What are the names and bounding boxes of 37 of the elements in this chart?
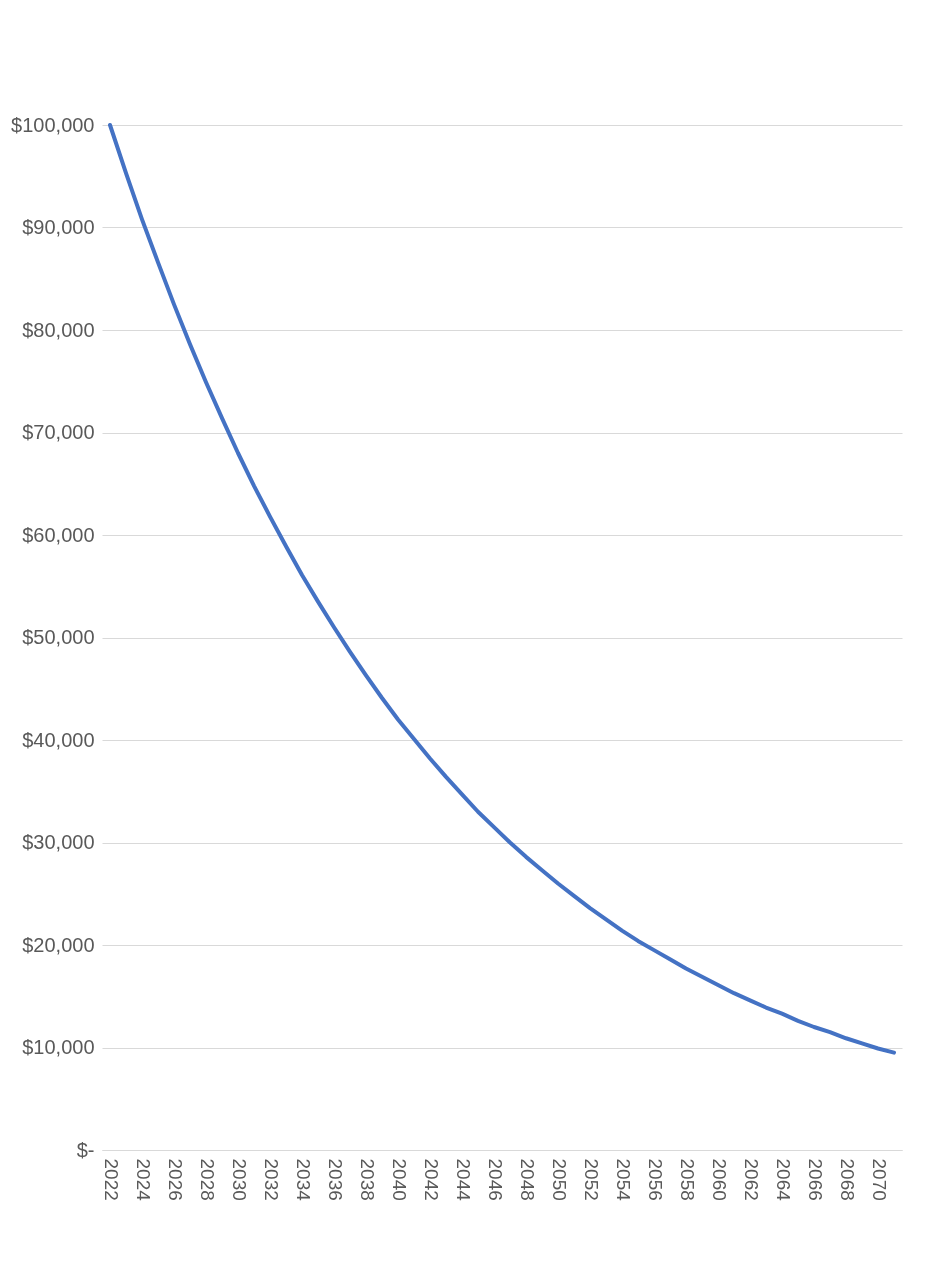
- x-tick-label: 2036: [324, 1158, 346, 1201]
- y-tick-label: $-: [76, 1138, 95, 1161]
- y-tick-label: $60,000: [22, 523, 95, 546]
- y-tick-label: $100,000: [11, 113, 95, 136]
- x-tick-label: 2044: [452, 1158, 474, 1202]
- y-tick-label: $20,000: [22, 933, 95, 956]
- x-tick-label: 2058: [676, 1158, 698, 1201]
- x-tick-label: 2050: [548, 1158, 570, 1201]
- x-tick-label: 2034: [292, 1158, 314, 1202]
- x-tick-label: 2030: [228, 1158, 250, 1201]
- y-tick-label: $70,000: [22, 421, 95, 443]
- x-tick-label: 2060: [708, 1158, 730, 1201]
- x-tick-label: 2040: [388, 1158, 410, 1201]
- x-tick-label: 2042: [420, 1158, 442, 1201]
- x-tick-label: 2054: [612, 1158, 634, 1202]
- x-tick-label: 2024: [132, 1158, 154, 1202]
- y-tick-label: $40,000: [22, 728, 95, 751]
- x-tick-label: 2064: [772, 1158, 794, 1202]
- y-tick-label: $30,000: [22, 831, 95, 853]
- x-tick-label: 2068: [836, 1158, 858, 1201]
- x-tick-label: 2052: [580, 1158, 602, 1201]
- x-tick-label: 2048: [516, 1158, 538, 1201]
- line-series: [108, 123, 896, 1055]
- x-tick-label: 2032: [260, 1158, 282, 1201]
- y-tick-label: $80,000: [22, 318, 95, 341]
- x-tick-label: 2046: [484, 1158, 506, 1201]
- x-tick-label: 2038: [356, 1158, 378, 1201]
- y-tick-label: $50,000: [22, 626, 95, 648]
- y-tick-label: $10,000: [22, 1036, 95, 1058]
- x-tick-label: 2062: [740, 1158, 762, 1201]
- x-tick-label: 2070: [868, 1158, 890, 1201]
- x-tick-label: 2056: [644, 1158, 666, 1201]
- x-tick-label: 2066: [804, 1158, 826, 1201]
- x-tick-label: 2022: [100, 1158, 122, 1201]
- x-tick-label: 2028: [196, 1158, 218, 1201]
- y-tick-label: $90,000: [22, 216, 95, 238]
- x-tick-label: 2026: [164, 1158, 186, 1201]
